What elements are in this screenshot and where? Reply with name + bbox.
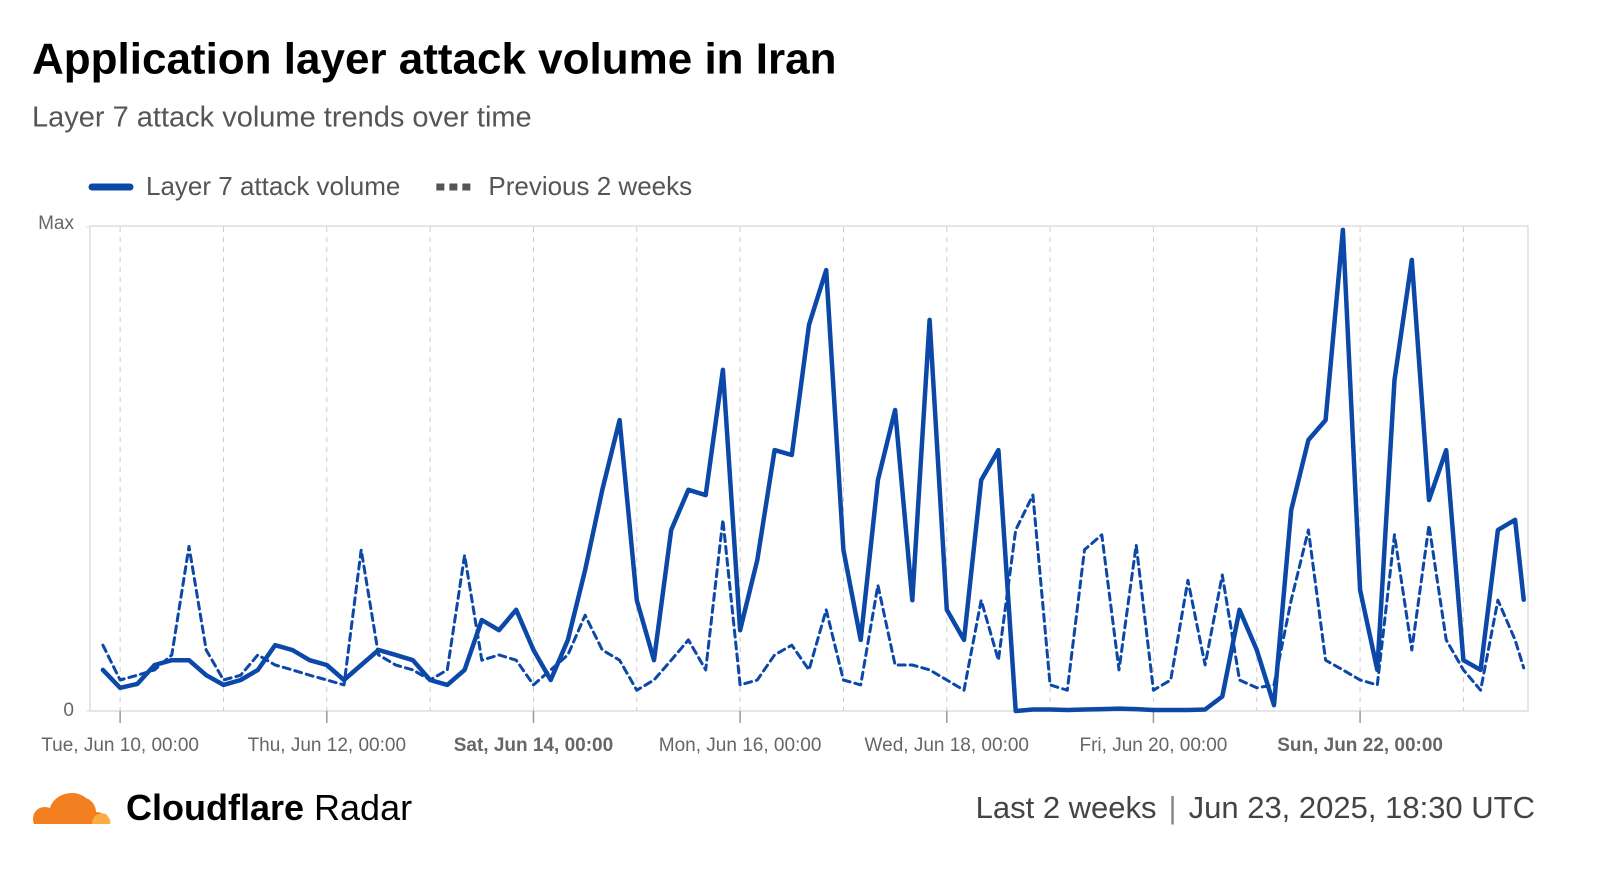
x-tick-label: Sun, Jun 22, 00:00 [1277, 735, 1443, 756]
x-tick-label: Fri, Jun 20, 00:00 [1079, 735, 1227, 756]
x-tick-label: Sat, Jun 14, 00:00 [454, 735, 613, 756]
x-tick-label: Mon, Jun 16, 00:00 [659, 735, 822, 756]
legend-label: Layer 7 attack volume [146, 171, 400, 201]
x-tick-label: Tue, Jun 10, 00:00 [41, 735, 199, 756]
plot-frame [89, 225, 1529, 712]
brand-bold: Cloudflare [126, 787, 304, 828]
footer-date: Last 2 weeks | Jun 23, 2025, 18:30 UTC [976, 790, 1535, 825]
footer-timestamp: Jun 23, 2025, 18:30 UTC [1189, 790, 1535, 825]
legend-label: Previous 2 weeks [488, 171, 692, 201]
series-line [101, 493, 1526, 692]
y-tick-label: Max [38, 213, 74, 234]
x-tick-label: Thu, Jun 12, 00:00 [248, 735, 406, 756]
footer-brand: Cloudflare Radar [126, 787, 412, 828]
brand-name: Radar [314, 787, 412, 828]
y-tick-label: 0 [63, 700, 74, 721]
footer-logo [33, 793, 111, 824]
footer-period: Last 2 weeks [976, 790, 1157, 825]
series-line [100, 227, 1526, 714]
chart-title: Application layer attack volume in Iran [32, 35, 836, 84]
chart-subtitle: Layer 7 attack volume trends over time [32, 102, 532, 134]
x-tick-label: Wed, Jun 18, 00:00 [865, 735, 1029, 756]
separator: | [1169, 790, 1177, 825]
